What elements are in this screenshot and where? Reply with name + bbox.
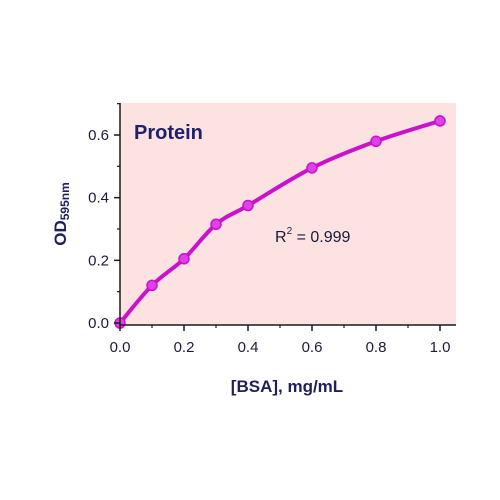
r-squared-annotation: R2 = 0.999 bbox=[275, 226, 351, 246]
y-tick-label: 0.2 bbox=[88, 252, 109, 269]
x-tick-label: 0.4 bbox=[238, 339, 259, 356]
y-tick-label: 0.0 bbox=[88, 315, 109, 332]
y-tick-label: 0.6 bbox=[88, 127, 109, 144]
plot-background bbox=[120, 103, 456, 325]
x-tick-label: 0.0 bbox=[110, 339, 131, 356]
data-point bbox=[242, 199, 254, 212]
chart-title: Protein bbox=[134, 122, 203, 144]
data-point bbox=[306, 162, 318, 174]
y-axis-label: OD595nm bbox=[51, 182, 72, 246]
data-point bbox=[370, 135, 382, 148]
x-tick-label: 0.8 bbox=[366, 339, 387, 356]
x-tick-label: 0.2 bbox=[174, 339, 195, 356]
data-point bbox=[146, 279, 158, 292]
r-squared-superscript: 2 bbox=[287, 226, 293, 237]
y-tick-label: 0.4 bbox=[88, 190, 109, 207]
r-squared-label: R bbox=[275, 229, 287, 246]
x-tick-label: 0.6 bbox=[302, 339, 323, 356]
r-squared-value: = 0.999 bbox=[292, 229, 350, 246]
x-tick-label: 1.0 bbox=[430, 339, 451, 356]
data-point bbox=[178, 253, 190, 265]
y-axis-label-main: OD bbox=[51, 220, 70, 246]
data-point bbox=[434, 115, 446, 127]
data-point bbox=[210, 218, 222, 231]
x-axis-label: [BSA], mg/mL bbox=[231, 377, 343, 396]
y-axis-label-sub: 595nm bbox=[58, 182, 72, 220]
